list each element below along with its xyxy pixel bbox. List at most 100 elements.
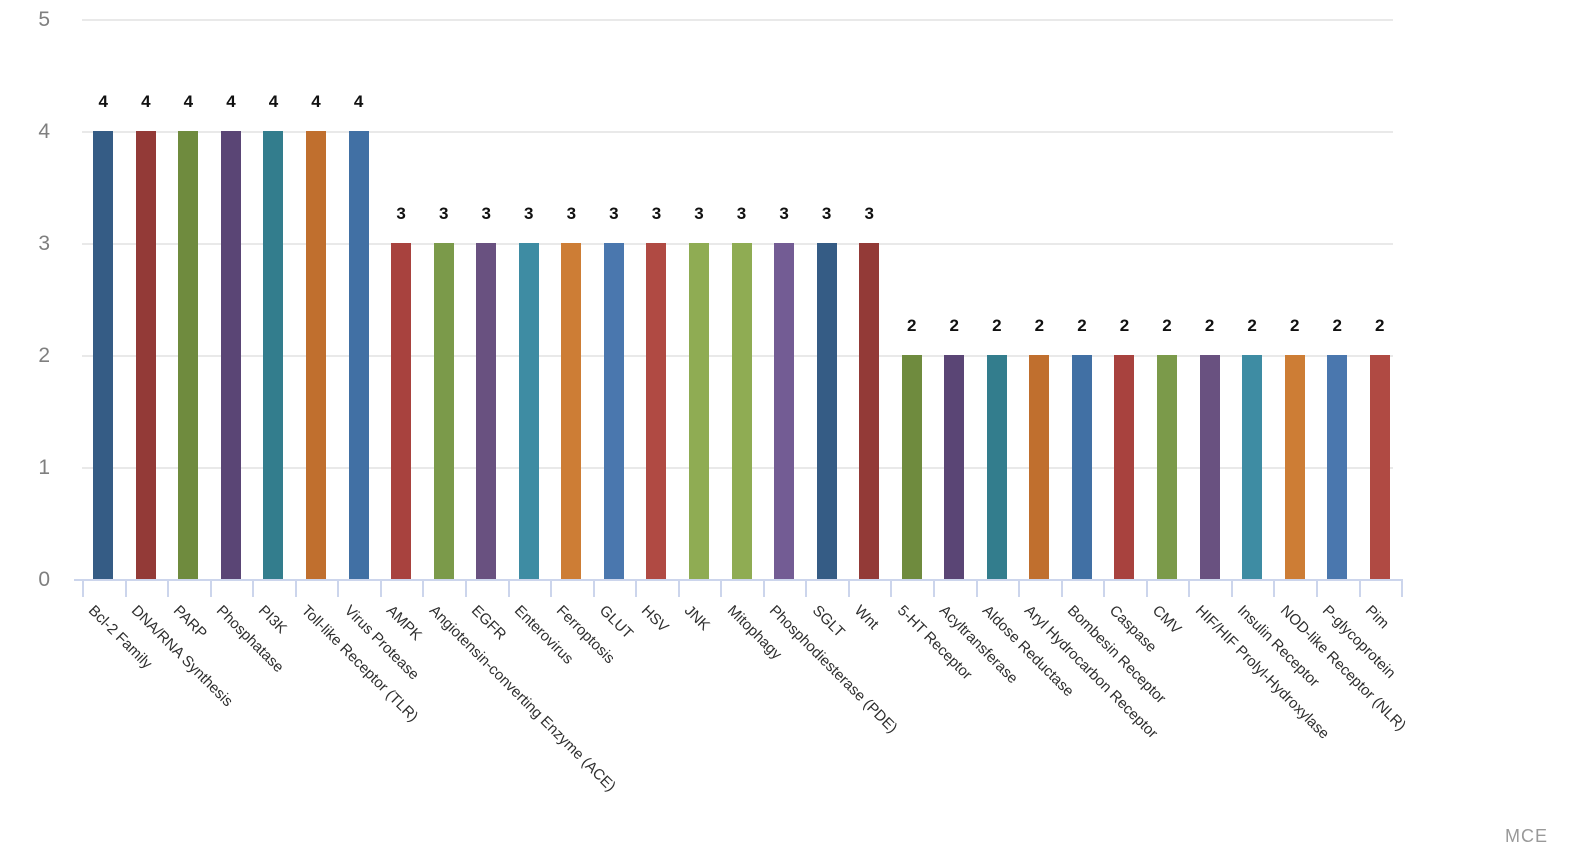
category-label: PI3K xyxy=(255,602,291,638)
gridline xyxy=(82,19,1394,21)
bar-value-label: 3 xyxy=(524,204,534,223)
x-axis-tick xyxy=(379,579,382,597)
bar-value-label: 4 xyxy=(98,92,108,111)
bar xyxy=(1114,355,1135,579)
bar xyxy=(433,243,454,579)
x-axis-tick xyxy=(422,579,425,597)
x-axis-tick xyxy=(82,579,84,597)
gridline xyxy=(82,131,1394,133)
bar xyxy=(688,243,709,579)
x-axis-tick xyxy=(592,579,595,597)
bar-value-label: 2 xyxy=(949,316,959,335)
bar xyxy=(859,243,880,579)
bar xyxy=(731,243,752,579)
x-axis-tick xyxy=(975,579,978,597)
bar-value-label: 2 xyxy=(1332,316,1342,335)
bar xyxy=(816,243,837,579)
bar-value-label: 4 xyxy=(353,92,364,111)
x-axis-tick xyxy=(507,579,510,597)
x-axis-tick xyxy=(464,579,467,597)
x-axis-tick xyxy=(550,579,553,597)
category-label: 5-HT Receptor xyxy=(893,602,976,684)
bar-value-label: 4 xyxy=(141,92,151,111)
category-label: Virus Protease xyxy=(340,602,422,684)
bar xyxy=(518,243,539,579)
bar xyxy=(986,355,1007,579)
bar-value-label: 3 xyxy=(481,204,491,223)
bar-value-label: 4 xyxy=(311,92,321,111)
y-axis-tick-label: 3 xyxy=(38,232,50,255)
x-axis-tick xyxy=(1273,579,1276,597)
bar-value-label: 2 xyxy=(992,316,1002,335)
bar-value-label: 2 xyxy=(1247,316,1257,335)
y-axis-tick-label: 2 xyxy=(38,344,50,367)
category-label: EGFR xyxy=(468,602,510,644)
bar-value-label: 3 xyxy=(864,204,874,223)
bar xyxy=(1284,355,1305,579)
x-axis-tick xyxy=(167,579,170,597)
bar xyxy=(306,131,327,579)
bar-value-label: 2 xyxy=(1119,316,1130,335)
bar xyxy=(348,131,369,579)
category-label: PARP xyxy=(170,602,211,643)
bar xyxy=(135,131,156,579)
bar-value-label: 2 xyxy=(1289,316,1300,335)
bar xyxy=(391,243,412,579)
x-axis-tick xyxy=(720,579,723,597)
x-axis-tick xyxy=(1018,579,1021,597)
y-axis-tick-label: 0 xyxy=(38,568,50,591)
x-axis-tick xyxy=(124,579,127,597)
category-label: JNK xyxy=(680,602,714,635)
bar xyxy=(220,131,241,579)
bar-value-label: 3 xyxy=(779,204,789,223)
x-axis-tick xyxy=(252,579,255,597)
x-axis-tick xyxy=(294,579,297,597)
x-axis-tick xyxy=(635,579,638,597)
bar xyxy=(263,131,284,579)
bar xyxy=(1029,355,1050,579)
bar xyxy=(603,243,624,579)
x-axis-tick xyxy=(1145,579,1148,597)
bar xyxy=(178,131,199,579)
bar-value-label: 2 xyxy=(906,316,917,335)
bar-value-label: 2 xyxy=(1034,316,1045,335)
x-axis-tick xyxy=(847,579,850,597)
category-label: CMV xyxy=(1148,602,1185,638)
bar xyxy=(1327,355,1348,579)
bar xyxy=(1157,355,1178,579)
bar xyxy=(1071,355,1092,579)
mce-watermark: MCE xyxy=(1505,826,1548,846)
bar xyxy=(1242,355,1263,579)
bar-value-label: 2 xyxy=(1204,316,1215,335)
bar-value-label: 3 xyxy=(736,204,747,223)
y-axis-tick-label: 4 xyxy=(38,120,50,143)
bar-value-label: 3 xyxy=(821,204,832,223)
x-axis-tick xyxy=(890,579,893,597)
bar xyxy=(561,243,582,579)
x-axis-tick xyxy=(1230,579,1233,597)
x-axis-tick xyxy=(805,579,808,597)
bar xyxy=(1199,355,1220,579)
y-axis-tick-label: 5 xyxy=(38,8,50,31)
bar-value-label: 3 xyxy=(651,204,662,223)
bar-value-label: 2 xyxy=(1162,316,1172,335)
x-axis-tick xyxy=(1315,579,1318,597)
x-axis-tick xyxy=(677,579,680,597)
category-label: P-glycoprotein xyxy=(1319,602,1400,682)
x-axis-tick xyxy=(1188,579,1191,597)
category-label: Wnt xyxy=(851,602,883,633)
x-axis-line xyxy=(74,579,1404,581)
bar-value-label: 4 xyxy=(226,92,236,111)
y-axis-tick-label: 1 xyxy=(38,456,50,479)
x-axis-tick xyxy=(337,579,340,597)
category-label: HSV xyxy=(638,602,673,636)
bar xyxy=(93,131,114,579)
bar-value-label: 3 xyxy=(609,204,619,223)
bar xyxy=(774,243,795,579)
bar-value-label: 3 xyxy=(566,204,577,223)
x-axis-tick xyxy=(1401,579,1404,597)
bar-value-label: 3 xyxy=(396,204,406,223)
x-axis-tick xyxy=(209,579,212,597)
bar-value-label: 3 xyxy=(694,204,704,223)
